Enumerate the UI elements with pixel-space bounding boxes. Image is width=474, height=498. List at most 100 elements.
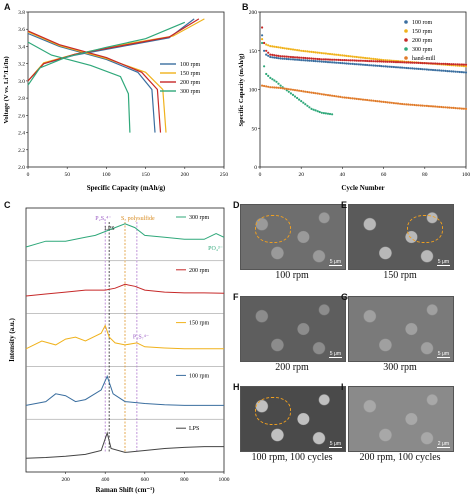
chart-b-point — [372, 64, 375, 67]
chart-b-point — [273, 45, 276, 48]
chart-a-xtick-label: 150 — [141, 172, 150, 178]
chart-b-legend-swatch — [404, 38, 408, 42]
chart-c-anno-polysulfide: Sₓ polysulfide — [121, 215, 155, 222]
chart-b-point — [456, 107, 459, 110]
chart-c-xtick-label: 800 — [180, 477, 189, 483]
highlight-outline — [407, 215, 443, 243]
chart-b-point — [364, 59, 367, 63]
chart-b-point — [378, 60, 381, 63]
chart-b-ylabel: Specific Capacity (mAh/g) — [238, 54, 245, 127]
chart-b-point — [417, 61, 420, 64]
chart-b-point — [275, 86, 278, 89]
chart-a-ytick-label: 3.0 — [18, 79, 25, 85]
chart-c-trace — [25, 374, 224, 406]
chart-b-point — [411, 61, 414, 64]
chart-b-point — [339, 61, 342, 65]
chart-b-point — [417, 67, 420, 70]
chart-b-ytick-label: 50 — [252, 126, 258, 132]
chart-b-point — [464, 63, 468, 66]
panel-label-b: B — [242, 2, 249, 12]
chart-b-point — [328, 58, 332, 61]
chart-b-point — [310, 91, 313, 94]
chart-b-point — [328, 61, 332, 64]
chart-b-xtick-label: 100 — [462, 172, 471, 178]
chart-b-point — [355, 59, 358, 62]
chart-b-point — [396, 66, 400, 69]
chart-b-point — [316, 51, 319, 54]
chart-b-point — [298, 89, 301, 92]
chart-b-point — [382, 60, 385, 63]
chart-b-point — [281, 46, 284, 50]
chart-b-point — [415, 104, 418, 107]
chart-b-point — [438, 62, 441, 65]
chart-b-point — [347, 96, 350, 99]
chart-b-point — [322, 112, 325, 115]
chart-b-point — [361, 98, 365, 101]
chart-b-point — [269, 55, 272, 59]
chart-b-legend-label: 100 rom — [412, 20, 432, 26]
chart-b-point — [293, 95, 297, 98]
chart-b-point — [370, 57, 373, 60]
chart-b-point — [322, 52, 325, 55]
chart-b-point — [320, 111, 323, 114]
chart-a-legend-label: 200 rpm — [180, 80, 200, 86]
chart-b-point — [345, 96, 348, 99]
chart-b-point — [277, 82, 280, 85]
chart-b-point — [361, 63, 365, 66]
chart-b-point — [322, 58, 325, 61]
chart-b-point — [277, 46, 280, 49]
chart-b-point — [458, 63, 461, 66]
chart-b-point — [304, 103, 307, 106]
chart-a-discharge-line — [27, 41, 131, 133]
chart-a-ytick-label: 2.6 — [18, 113, 25, 119]
chart-b-point — [312, 108, 315, 111]
chart-b-point — [310, 107, 313, 110]
chart-b-point — [343, 96, 346, 99]
chart-b-point — [324, 112, 327, 115]
chart-b-point — [380, 58, 383, 61]
chart-b-point — [271, 53, 274, 57]
chart-b-point — [296, 58, 299, 61]
chart-b-point — [396, 102, 400, 105]
chart-b-point — [462, 107, 465, 110]
chart-b-point — [306, 90, 309, 94]
chart-b-point — [324, 60, 327, 64]
chart-b-point — [376, 58, 379, 61]
chart-b-legend-label: hand-mill — [412, 56, 436, 62]
chart-b-point — [429, 68, 433, 71]
chart-b-ytick-label: 100 — [249, 88, 258, 94]
chart-b-point — [279, 55, 282, 58]
chart-b-xtick-label: 60 — [381, 172, 387, 178]
chart-b-point — [306, 57, 309, 60]
panel-label-e: E — [341, 200, 348, 210]
chart-a-ytick-label: 2.8 — [18, 96, 25, 102]
chart-b-point — [306, 50, 309, 53]
chart-b-point — [289, 55, 292, 59]
chart-b-point — [287, 55, 290, 58]
chart-b-point — [265, 43, 268, 46]
chart-c-frame — [25, 207, 225, 473]
chart-b-point — [419, 67, 422, 71]
chart-b-point — [374, 60, 377, 63]
chart-b-point — [328, 94, 332, 97]
chart-b-point — [384, 65, 387, 68]
chart-b-point — [413, 67, 416, 70]
chart-a-discharge-line — [27, 30, 162, 133]
chart-a-ytick-label: 2.0 — [18, 165, 25, 171]
chart-b-point — [324, 52, 327, 55]
sem-scale-bar: 5 μm — [436, 351, 450, 358]
chart-b-point — [353, 59, 356, 62]
chart-b-point — [331, 53, 334, 56]
chart-a-ytick-label: 2.2 — [18, 148, 25, 154]
chart-b-point — [333, 58, 336, 61]
chart-b-legend-swatch — [404, 56, 408, 60]
chart-b-point — [460, 71, 463, 74]
chart-b-point — [454, 63, 457, 66]
chart-b-point — [273, 54, 276, 57]
chart-b-point — [271, 86, 274, 89]
chart-b-point — [267, 54, 270, 57]
chart-b-point — [304, 90, 307, 93]
chart-b-point — [275, 56, 278, 60]
chart-b-point — [291, 48, 295, 51]
chart-c-legend-label: LPS — [189, 426, 199, 432]
